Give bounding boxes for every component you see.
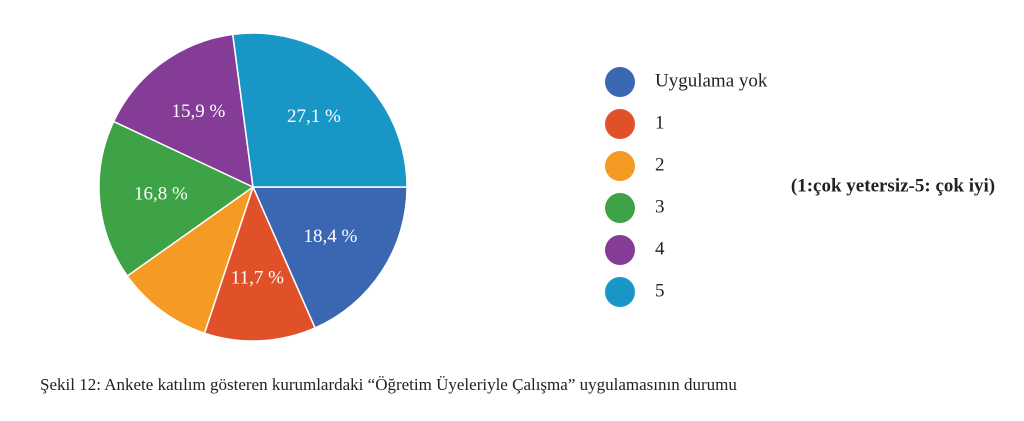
slice-label: 27,1 %: [287, 106, 341, 127]
legend-label: 1: [655, 112, 665, 133]
pie-slice: [251, 186, 408, 329]
legend-marker: [605, 151, 635, 181]
pie-slice: [98, 120, 255, 277]
pie-slice: [112, 33, 254, 189]
legend-marker: [605, 235, 635, 265]
legend-marker: [605, 277, 635, 307]
legend-marker: [605, 109, 635, 139]
legend-label: 5: [655, 280, 665, 301]
caption: Şekil 12: Ankete katılım gösteren kuruml…: [40, 375, 737, 394]
legend-label: 3: [655, 196, 665, 217]
legend-marker: [605, 67, 635, 97]
pie-slice: [231, 32, 408, 188]
pie-slice: [126, 185, 255, 335]
slice-label: 11,7 %: [231, 268, 284, 289]
annotation: (1:çok yetersiz-5: çok iyi): [791, 175, 995, 196]
legend-label: 4: [655, 238, 665, 259]
legend-marker: [605, 193, 635, 223]
pie-slice: [203, 184, 317, 342]
legend-label: 2: [655, 154, 665, 175]
slice-label: 15,9 %: [172, 101, 226, 122]
slice-label: 18,4 %: [303, 226, 357, 247]
slice-label: 16,8 %: [134, 183, 188, 204]
legend-label: Uygulama yok: [655, 70, 768, 91]
